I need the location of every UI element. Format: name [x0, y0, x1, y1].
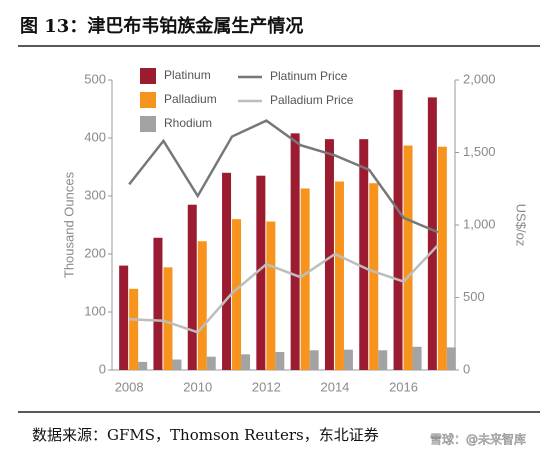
y-tick-label: 500	[84, 71, 106, 86]
bar	[437, 146, 447, 370]
legend-label: Palladium	[164, 92, 217, 106]
y-tick-label: 400	[84, 129, 106, 144]
x-tick-label: 2016	[389, 379, 418, 394]
legend-swatch	[140, 92, 156, 108]
y-tick-label: 0	[99, 361, 106, 376]
bar	[300, 188, 310, 370]
bar	[266, 221, 276, 370]
bar	[163, 267, 173, 370]
y2-tick-label: 0	[463, 361, 470, 376]
y-tick-label: 100	[84, 303, 106, 318]
bar	[369, 183, 379, 370]
bar	[359, 139, 369, 370]
legend-label: Platinum Price	[270, 69, 348, 83]
price-line	[129, 244, 439, 334]
bar	[343, 349, 353, 370]
bar	[172, 359, 182, 370]
bar	[206, 356, 216, 370]
price-line	[128, 119, 439, 234]
chart-title: 图 13：津巴布韦铂族金属生产情况	[20, 15, 303, 37]
bar	[334, 181, 344, 370]
bar	[393, 89, 403, 371]
legend-swatch	[140, 116, 156, 132]
bar	[446, 347, 456, 370]
bar	[187, 204, 197, 370]
bar	[256, 175, 266, 370]
bar	[412, 346, 422, 370]
x-tick-label: 2010	[183, 379, 212, 394]
bar	[378, 350, 388, 370]
watermark: 雪球：@未来智库	[430, 432, 526, 447]
legend-label: Rhodium	[164, 116, 212, 130]
y2-axis-label: US$/oz	[514, 204, 529, 247]
bar	[197, 241, 207, 370]
bar	[324, 139, 334, 370]
bar	[129, 288, 139, 370]
y2-tick-label: 2,000	[463, 71, 496, 86]
legend-swatch	[140, 68, 156, 84]
y-tick-label: 300	[84, 187, 106, 202]
bar	[222, 172, 232, 370]
x-tick-label: 2008	[115, 379, 144, 394]
bar	[403, 145, 413, 370]
legend-label: Platinum	[164, 68, 211, 82]
source: 数据来源：GFMS，Thomson Reuters，东北证券	[32, 426, 379, 444]
y-axis-label: Thousand Ounces	[61, 171, 76, 278]
bar	[309, 350, 319, 370]
y2-tick-label: 500	[463, 289, 485, 304]
bar	[232, 219, 242, 370]
bar	[275, 352, 285, 370]
y2-tick-label: 1,000	[463, 216, 496, 231]
y-tick-label: 200	[84, 245, 106, 260]
bar	[290, 133, 300, 370]
legend-label: Palladium Price	[270, 93, 354, 107]
x-tick-label: 2012	[252, 379, 281, 394]
bar	[153, 237, 163, 370]
y2-tick-label: 1,500	[463, 144, 496, 159]
x-tick-label: 2014	[320, 379, 349, 394]
bar	[427, 97, 437, 371]
bar	[138, 361, 148, 370]
bar	[119, 265, 129, 370]
bar	[241, 354, 251, 370]
